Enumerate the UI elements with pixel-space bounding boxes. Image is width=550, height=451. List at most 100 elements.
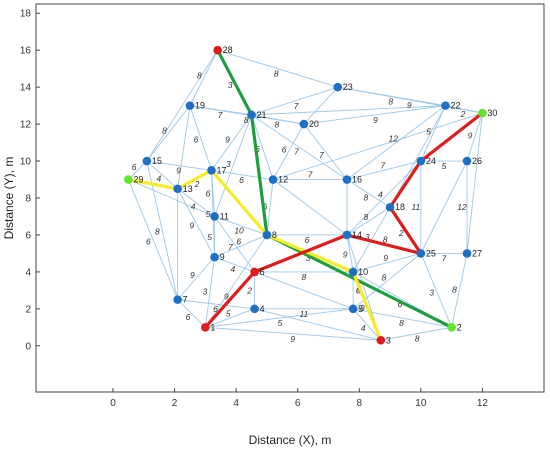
node-3: [376, 335, 386, 345]
edge-weight-label: 8: [383, 234, 388, 244]
network-nodes: 1 234 567891011121314151617181920212223242…: [124, 45, 497, 345]
y-tick-label: 14: [20, 83, 32, 94]
edge-29-7: [127, 179, 179, 300]
edge-30-26: [466, 112, 483, 162]
edge-9-6: [214, 256, 255, 273]
edge-21-16: [251, 114, 348, 180]
edge-weight-label: 7: [218, 110, 223, 120]
edge-weight-label: 8: [452, 284, 457, 294]
edge-weight-label: 4: [361, 323, 366, 333]
edge-21-12: [251, 114, 274, 180]
edge-weight-label: 6: [239, 175, 244, 185]
edge-weight-label: 4: [230, 264, 235, 274]
edge-23-20: [303, 86, 339, 125]
edge-weight-label: 2: [246, 285, 252, 295]
edge-8-9: [214, 234, 268, 258]
edge-weight-label: 8: [274, 119, 279, 129]
node-4: [250, 304, 259, 314]
x-tick-label: 6: [295, 398, 301, 409]
edge-weight-label: 3: [203, 287, 208, 297]
node-30: [478, 108, 487, 118]
node-1: [201, 323, 210, 332]
edge-weight-label: 8: [274, 68, 279, 78]
node-23: [333, 82, 343, 92]
node-26: [462, 156, 472, 166]
edge-12-8: [266, 179, 274, 236]
edge-weight-label: 7: [294, 101, 299, 111]
node-label: 11: [220, 211, 229, 221]
edge-weight-label: 5: [426, 126, 431, 136]
edge-weight-label: 8: [415, 334, 420, 344]
edge-22-18: [389, 105, 446, 208]
node-12: [268, 175, 278, 184]
edge-weight-label: 5: [442, 161, 447, 171]
edge-weight-label: 7: [442, 253, 447, 263]
x-tick-label: 4: [233, 398, 239, 409]
node-label: 7: [183, 295, 188, 305]
node-label: 27: [472, 248, 482, 258]
node-label: 8: [272, 230, 277, 240]
edge-weight-label: 8: [162, 125, 167, 135]
edge-15-29: [128, 160, 148, 180]
edge-14-10: [346, 234, 354, 272]
edge-weight-label: 9: [290, 334, 295, 344]
edge-24-16: [346, 160, 421, 180]
node-label: 15: [152, 156, 162, 166]
edge-24-14: [346, 160, 422, 236]
node-label: 30: [487, 108, 497, 118]
edge-9-1: [204, 257, 216, 328]
edge-4-1: [205, 308, 255, 328]
node-label: 9: [220, 252, 225, 262]
edge-weight-label: 12: [388, 134, 398, 144]
node-label: 20: [309, 119, 319, 129]
edge-20-12: [272, 123, 305, 180]
node-label: 28: [223, 45, 233, 55]
edge-weight-label: 7: [294, 146, 299, 156]
edge-26-25: [420, 160, 468, 254]
edge-weight-label: 6: [305, 235, 310, 245]
edge-29-11: [128, 179, 215, 217]
node-label: 22: [450, 101, 460, 111]
edge-weight-label: 6: [263, 202, 268, 212]
edge-weight-label: 8: [360, 303, 365, 313]
node-13: [173, 184, 182, 194]
edge-weight-label: 4: [157, 174, 162, 184]
node-11: [210, 212, 219, 221]
edge-weight-label: 3: [429, 287, 434, 297]
node-label: 26: [472, 156, 482, 166]
edge-weight-label: 8: [399, 318, 404, 328]
edge-weight-label: 9: [176, 166, 181, 176]
node-label: 6: [260, 267, 265, 277]
edge-20-22: [303, 105, 446, 125]
x-tick-label: 0: [110, 398, 116, 409]
node-label: 24: [426, 156, 436, 166]
edge-22-30: [445, 105, 483, 114]
edge-19-13: [177, 105, 191, 189]
node-label: 13: [183, 184, 193, 194]
edge-13-9: [177, 188, 215, 258]
edge-15-17: [146, 160, 212, 171]
y-axis-ticks: 0 2 4 6 8 10 12 14 16 18: [20, 9, 40, 352]
edge-28-19: [189, 49, 219, 106]
x-tick-label: 2: [172, 398, 178, 409]
edge-weight-label: 6: [255, 144, 260, 154]
edge-weight-label: 2: [460, 109, 466, 119]
edge-weight-label: 5: [206, 209, 211, 219]
edge-17-12: [211, 169, 274, 180]
node-label: 3: [386, 335, 391, 345]
edge-19-17: [189, 105, 212, 171]
y-tick-label: 8: [25, 194, 31, 205]
node-18: [385, 202, 395, 212]
edge-weight-label: 9: [190, 270, 195, 280]
edge-weight-label: 4: [191, 202, 196, 212]
node-6: [250, 267, 259, 277]
edge-8-1: [204, 234, 268, 328]
node-8: [262, 230, 272, 240]
node-label: 16: [352, 175, 362, 185]
edge-9-7: [177, 256, 215, 300]
edge-20-16: [303, 123, 348, 180]
node-19: [185, 101, 195, 110]
y-tick-label: 4: [25, 267, 31, 278]
